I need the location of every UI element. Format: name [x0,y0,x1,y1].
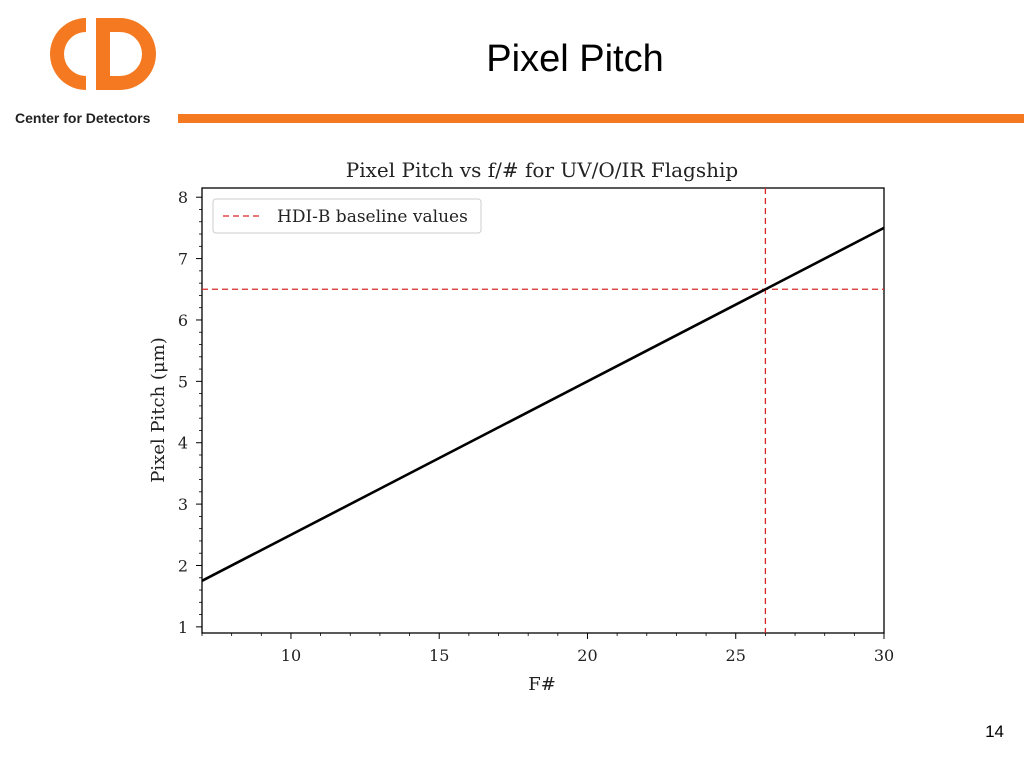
y-tick-label: 1 [178,618,188,637]
plot-area [201,187,885,634]
chart-title: Pixel Pitch vs f/# for UV/O/IR Flagship [346,158,738,182]
plot-frame [201,187,885,634]
logo-caption: Center for Detectors [15,110,151,126]
x-tick-label: 10 [281,646,301,665]
axis-ticks: 10 15 20 25 30 1 2 3 4 5 6 7 8 [178,188,894,665]
x-tick-label: 20 [577,646,597,665]
y-tick-label: 5 [178,372,188,391]
slide-title: Pixel Pitch [486,38,664,80]
chart-marks [201,188,885,633]
x-tick-label: 25 [726,646,746,665]
legend-box [212,198,482,234]
y-tick-label: 3 [178,495,188,514]
y-tick-label: 2 [178,556,188,575]
pixel-pitch-series-line [201,226,885,582]
y-tick-label: 8 [178,188,188,207]
x-axis-label: F# [528,674,556,695]
page-number: 14 [985,722,1004,741]
y-axis-label: Pixel Pitch (μm) [148,337,169,482]
y-tick-label: 7 [178,250,188,269]
logo-c-shape [50,18,86,90]
x-tick-label: 15 [429,646,449,665]
y-tick-label: 4 [178,434,188,453]
logo-d-shape [96,18,156,90]
y-tick-label: 6 [178,311,188,330]
legend: HDI-B baseline values [212,198,482,234]
center-for-detectors-logo [50,18,156,90]
x-tick-label: 30 [874,646,894,665]
legend-entry: HDI-B baseline values [277,207,468,227]
header-rule [178,114,1024,123]
